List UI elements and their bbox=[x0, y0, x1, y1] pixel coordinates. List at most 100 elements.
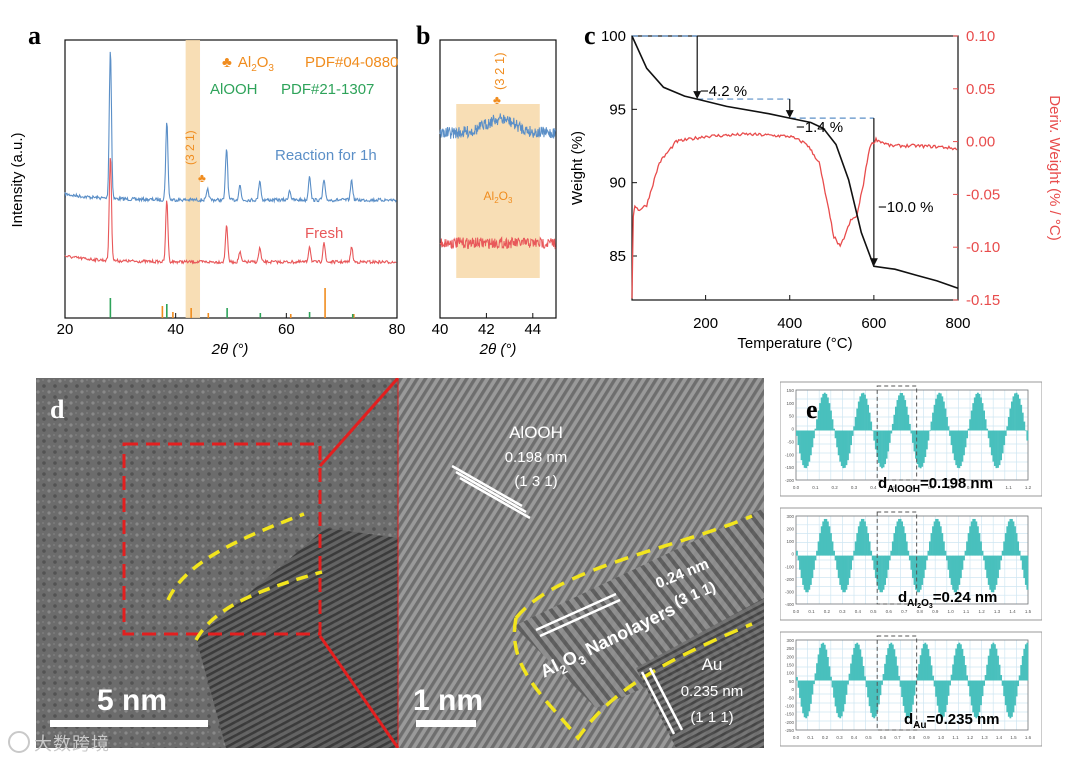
nanolayer-outline-right-bottom bbox=[512, 617, 753, 741]
profile-selection bbox=[876, 511, 918, 605]
profile-bar bbox=[882, 674, 885, 681]
profile-bar bbox=[839, 430, 842, 462]
profile-bar bbox=[992, 555, 995, 593]
profile-bar bbox=[983, 410, 985, 431]
tem-panel-d: d AlOOH 0.198 nm (1 3 1) 0.24 nm (3 1 1)… bbox=[36, 378, 764, 748]
profile-frame bbox=[795, 639, 1029, 731]
profile-x-tick: 0.6 bbox=[909, 485, 916, 490]
profile-bar bbox=[842, 680, 845, 712]
profile-x-tick: 1.0 bbox=[986, 485, 993, 490]
zoom-line-top bbox=[318, 378, 400, 467]
profile-bar bbox=[1026, 430, 1029, 441]
profile-bar bbox=[867, 680, 869, 698]
profile-bar bbox=[868, 541, 871, 556]
profile-bar bbox=[1015, 533, 1018, 556]
profile-bar bbox=[887, 555, 890, 570]
profile-x-tick: 0.5 bbox=[870, 609, 877, 614]
profile-bar bbox=[929, 430, 931, 432]
profile-bar bbox=[1007, 680, 1010, 717]
profile-bar bbox=[949, 680, 951, 686]
profile-y-tick: 100 bbox=[786, 671, 794, 676]
profile-bar bbox=[837, 555, 840, 579]
profile-bar bbox=[850, 663, 852, 681]
profile-bar bbox=[933, 404, 936, 431]
series-reaction-zoom bbox=[439, 113, 556, 139]
profile-bar bbox=[990, 430, 993, 456]
profile-bar bbox=[799, 430, 801, 454]
profile-bar bbox=[980, 541, 982, 556]
profile-bar bbox=[927, 430, 930, 441]
profile-bar bbox=[1024, 430, 1027, 432]
profile-bar bbox=[893, 533, 896, 556]
profile-bar bbox=[882, 430, 885, 468]
profile-bar bbox=[1004, 533, 1007, 556]
scale-label-left: 5 nm bbox=[97, 684, 167, 717]
profile-bar bbox=[796, 550, 798, 556]
profile-bar bbox=[913, 680, 916, 696]
profile-bar bbox=[840, 555, 843, 590]
profile-bar bbox=[925, 555, 928, 561]
profile-bar bbox=[834, 555, 837, 561]
profile-bar bbox=[874, 680, 877, 717]
profile-bar bbox=[891, 644, 894, 681]
profile-bar bbox=[843, 680, 846, 705]
profile-bar bbox=[932, 526, 934, 556]
profile-bar bbox=[908, 423, 911, 431]
profile-bar bbox=[901, 393, 904, 431]
profile-bar bbox=[915, 555, 917, 590]
profile-bar bbox=[961, 648, 964, 681]
profile-bar bbox=[816, 663, 818, 681]
profile-x-tick: 0.0 bbox=[793, 609, 800, 614]
profile-bar bbox=[833, 680, 835, 698]
profile-bar bbox=[927, 550, 930, 556]
profile-bar bbox=[973, 518, 976, 556]
profile-bar bbox=[949, 430, 951, 436]
profile-bar bbox=[1014, 526, 1016, 556]
profile-x-tick: 0.9 bbox=[967, 485, 974, 490]
profile-x-tick: 0.2 bbox=[832, 485, 839, 490]
scale-bar-left bbox=[50, 720, 208, 727]
profile-bar bbox=[921, 555, 924, 585]
lattice-lines-au bbox=[640, 667, 684, 735]
panel-label-b: b bbox=[416, 21, 430, 50]
profile-bar bbox=[944, 550, 947, 556]
profile-bar bbox=[935, 398, 938, 431]
profile-bar bbox=[933, 680, 936, 687]
profile-bar bbox=[941, 396, 944, 431]
profile-bar bbox=[870, 421, 873, 431]
profile-bar bbox=[799, 680, 801, 698]
profile-bar bbox=[857, 644, 860, 681]
profile-bar bbox=[998, 430, 1001, 466]
profile-bar bbox=[978, 393, 981, 431]
x-tick-label-a: 80 bbox=[389, 321, 406, 338]
profile-bar bbox=[936, 394, 939, 431]
profile-bar bbox=[805, 555, 808, 593]
profile-bar bbox=[865, 398, 868, 431]
profile-bar bbox=[876, 430, 879, 458]
profile-bar bbox=[813, 555, 815, 570]
profile-bar bbox=[975, 393, 978, 431]
profile-bar bbox=[1021, 412, 1024, 431]
profile-bar bbox=[836, 680, 839, 714]
profile-bar bbox=[862, 392, 865, 431]
profile-x-tick: 0.3 bbox=[839, 609, 846, 614]
profile-bar bbox=[959, 555, 962, 579]
profile-bar bbox=[853, 550, 856, 556]
profile-bar bbox=[814, 555, 817, 561]
profile-bar bbox=[966, 430, 968, 439]
profile-bar bbox=[822, 393, 825, 431]
panel-label-a: a bbox=[28, 21, 41, 50]
profile-bar bbox=[845, 680, 848, 695]
profile-y-tick: 300 bbox=[786, 514, 794, 519]
profile-bar bbox=[816, 550, 818, 556]
profile-bar bbox=[851, 654, 854, 681]
profile-bar bbox=[823, 518, 826, 556]
profile-bar bbox=[997, 655, 999, 681]
profile-bar bbox=[976, 392, 979, 431]
profile-bar bbox=[910, 555, 913, 570]
profile-bar bbox=[941, 533, 944, 556]
profile-bar bbox=[888, 643, 891, 681]
profile-bar bbox=[901, 680, 904, 698]
profile-bar bbox=[868, 412, 871, 431]
profile-bar bbox=[958, 555, 961, 585]
